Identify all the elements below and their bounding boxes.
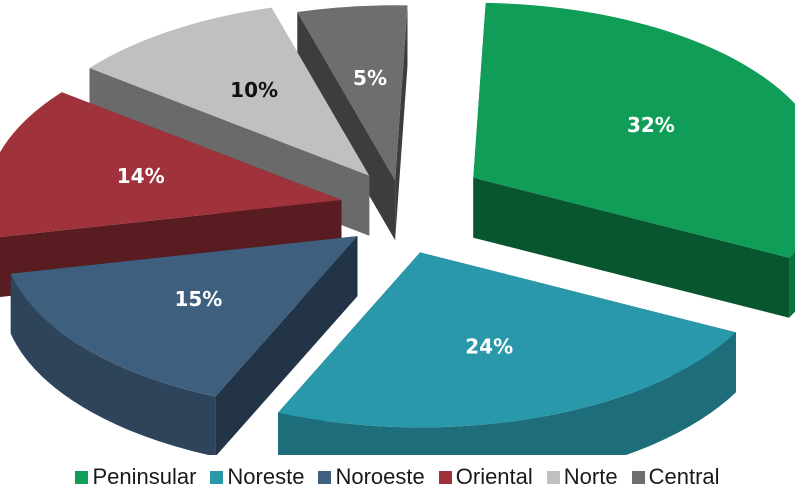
legend-item-noroeste: Noroeste — [318, 464, 425, 489]
legend-label: Central — [648, 464, 720, 489]
data-label-peninsular: 32% — [627, 113, 675, 137]
slice-noroeste: 15% — [10, 236, 358, 455]
slice-outer-wall — [789, 251, 795, 318]
slice-peninsular: 32% — [473, 2, 795, 318]
data-label-oriental: 14% — [117, 164, 165, 188]
slice-top — [89, 7, 370, 176]
legend-swatch — [546, 470, 560, 484]
legend-label: Norte — [563, 464, 618, 489]
legend-label: Noroeste — [335, 464, 425, 489]
slice-outer-wall — [10, 273, 216, 455]
slice-top — [278, 252, 736, 428]
slice-central: 5% — [297, 5, 408, 241]
slice-side-wall — [473, 177, 790, 318]
slice-outer-wall — [278, 332, 736, 455]
legend-swatch — [438, 470, 452, 484]
legend-swatch — [631, 470, 645, 484]
legend-label: Peninsular — [92, 464, 197, 489]
legend-item-central: Central — [631, 464, 720, 489]
legend-label: Oriental — [455, 464, 533, 489]
chart-legend: Peninsular Noreste Noroeste Oriental Norte Ce… — [0, 463, 795, 491]
slice-top — [473, 2, 795, 258]
legend-item-oriental: Oriental — [438, 464, 533, 489]
slice-oriental: 14% — [0, 92, 342, 298]
slice-side-wall — [395, 5, 408, 241]
pie-plot-area: 5% 10% 32% 14% 15% 24% — [0, 2, 795, 455]
data-label-central: 5% — [353, 66, 387, 90]
slice-top — [0, 92, 342, 238]
data-label-norte: 10% — [230, 78, 278, 102]
slice-top — [10, 236, 358, 397]
legend-swatch — [318, 470, 332, 484]
legend-swatch — [75, 470, 89, 484]
legend-item-noreste: Noreste — [210, 465, 304, 489]
slice-top — [297, 5, 408, 181]
legend-item-norte: Norte — [546, 464, 618, 489]
data-label-noreste: 24% — [465, 335, 513, 359]
legend-label: Noreste — [227, 464, 305, 489]
data-label-noroeste: 15% — [174, 287, 222, 311]
legend-item-peninsular: Peninsular — [75, 465, 196, 489]
legend-swatch — [210, 470, 224, 484]
slice-noreste: 24% — [278, 252, 736, 455]
slice-side-wall — [297, 12, 396, 241]
